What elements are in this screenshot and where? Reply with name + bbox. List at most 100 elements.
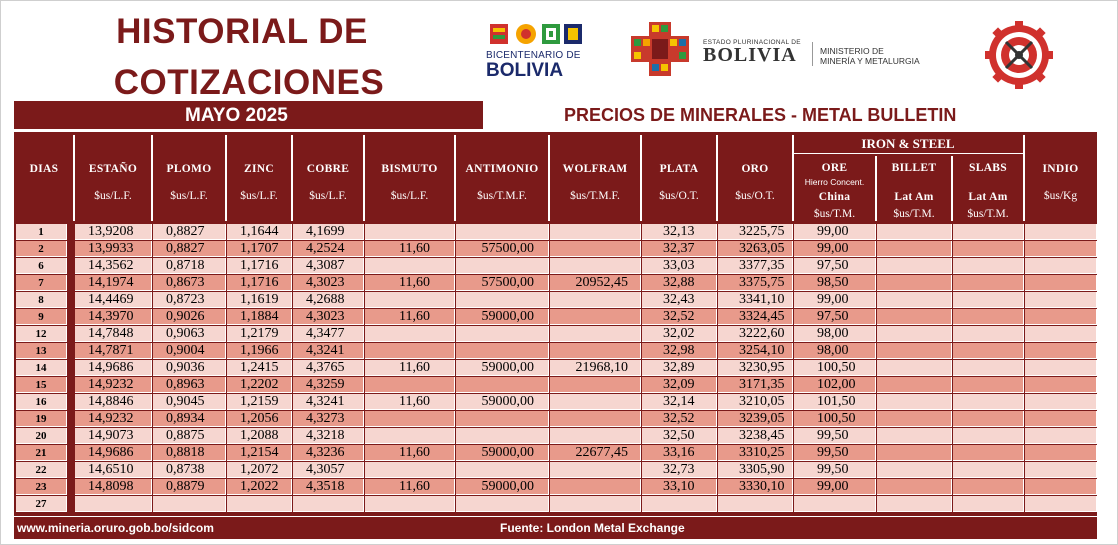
column-region: Lat Am (894, 191, 934, 203)
price-cell: 1,1884 (227, 309, 292, 325)
price-cell (550, 428, 641, 444)
price-cell: 59000,00 (456, 445, 549, 461)
price-cell: 1,1644 (227, 224, 292, 240)
price-cell: 33,16 (642, 445, 717, 461)
price-cell: 11,60 (365, 445, 455, 461)
footer-bar: www.mineria.oruro.gob.bo/sidcom Fuente: … (14, 517, 1097, 539)
price-cell (953, 411, 1024, 427)
bicentenario-bolivia-text: BOLIVIA (486, 60, 564, 81)
price-cell: 14,7848 (75, 326, 152, 342)
price-cell: 32,43 (642, 292, 717, 308)
price-cell (365, 462, 455, 478)
price-cell (456, 411, 549, 427)
price-cell (550, 479, 641, 495)
day-cell: 22 (16, 462, 67, 478)
price-cell: 1,2072 (227, 462, 292, 478)
price-cell: 3310,25 (718, 445, 793, 461)
price-cell: 0,8875 (153, 428, 226, 444)
price-cell: 3330,10 (718, 479, 793, 495)
price-cell: 98,00 (794, 326, 876, 342)
price-cell: 14,9232 (75, 411, 152, 427)
price-cell: 0,9004 (153, 343, 226, 359)
price-cell (550, 377, 641, 393)
price-cell (550, 496, 641, 512)
price-cell: 32,52 (642, 309, 717, 325)
price-cell: 3238,45 (718, 428, 793, 444)
column-header-estaño: ESTAÑO (88, 163, 138, 175)
table-row: 27 (14, 496, 1097, 513)
column-subheader: Hierro Concent. (804, 177, 865, 187)
price-cell: 100,50 (794, 360, 876, 376)
price-cell (456, 343, 549, 359)
price-cell: 0,8723 (153, 292, 226, 308)
price-cell (1025, 275, 1097, 291)
price-cell: 14,7871 (75, 343, 152, 359)
column-header-slabs: SLABS (969, 162, 1007, 174)
day-cell: 16 (16, 394, 67, 410)
month-label: MAYO 2025 (185, 105, 288, 126)
price-cell: 3375,75 (718, 275, 793, 291)
table-row: 20 14,9073 0,8875 1,2088 4,3218 32,50 3238,45 9… (14, 428, 1097, 445)
price-cell: 4,3087 (293, 258, 364, 274)
column-unit: $us/T.M.F. (570, 190, 620, 202)
table-row: 7 14,1974 0,8673 1,1716 4,3023 11,60 57500,00 2… (14, 275, 1097, 292)
price-cell: 22677,45 (550, 445, 641, 461)
table-row: 13 14,7871 0,9004 1,1966 4,3241 32,98 3254,10 9… (14, 343, 1097, 360)
price-cell: 4,3023 (293, 309, 364, 325)
table-row: 1 13,9208 0,8827 1,1644 4,1699 32,13 3225,75 99… (14, 224, 1097, 241)
price-cell (877, 360, 952, 376)
price-cell (794, 496, 876, 512)
price-cell (877, 241, 952, 257)
price-cell (877, 309, 952, 325)
day-cell: 12 (16, 326, 67, 342)
price-cell (877, 496, 952, 512)
price-cell: 4,2688 (293, 292, 364, 308)
price-cell: 1,2159 (227, 394, 292, 410)
price-cell: 3222,60 (718, 326, 793, 342)
price-cell (877, 411, 952, 427)
day-cell: 2 (16, 241, 67, 257)
price-cell (153, 496, 226, 512)
price-cell: 0,8827 (153, 224, 226, 240)
price-cell: 4,3023 (293, 275, 364, 291)
price-cell (953, 292, 1024, 308)
price-cell: 3377,35 (718, 258, 793, 274)
table-row: 14 14,9686 0,9036 1,2415 4,3765 11,60 59000,00… (14, 360, 1097, 377)
price-cell (877, 462, 952, 478)
table-row: 19 14,9232 0,8934 1,2056 4,3273 32,52 3239,05 1… (14, 411, 1097, 428)
price-cell (365, 258, 455, 274)
price-cell: 14,9686 (75, 445, 152, 461)
header-divider (225, 135, 227, 221)
day-cell: 7 (16, 275, 67, 291)
bicentenario-text: BICENTENARIO DE (486, 50, 581, 61)
column-header-billet: BILLET (891, 162, 937, 174)
price-cell: 1,2415 (227, 360, 292, 376)
price-cell (953, 343, 1024, 359)
price-cell: 4,3057 (293, 462, 364, 478)
price-cell: 32,52 (642, 411, 717, 427)
price-cell (365, 428, 455, 444)
price-cell (1025, 377, 1097, 393)
price-cell: 3210,05 (718, 394, 793, 410)
price-cell (365, 411, 455, 427)
price-cell: 0,8718 (153, 258, 226, 274)
price-cell (953, 224, 1024, 240)
price-cell (1025, 411, 1097, 427)
price-cell: 3324,45 (718, 309, 793, 325)
ministry-logo: ESTADO PLURINACIONAL DE BOLIVIA MINISTER… (625, 22, 945, 78)
price-cell: 33,03 (642, 258, 717, 274)
price-cell: 97,50 (794, 258, 876, 274)
footer-url: www.mineria.oruro.gob.bo/sidcom (17, 521, 214, 535)
price-cell (456, 462, 549, 478)
price-cell: 0,8963 (153, 377, 226, 393)
column-header-oro: ORO (741, 163, 769, 175)
price-cell: 59000,00 (456, 394, 549, 410)
price-cell (877, 326, 952, 342)
price-cell: 1,2154 (227, 445, 292, 461)
price-cell (456, 377, 549, 393)
price-cell: 4,3236 (293, 445, 364, 461)
price-cell: 11,60 (365, 275, 455, 291)
price-cell (456, 496, 549, 512)
price-cell (550, 309, 641, 325)
price-cell: 1,2056 (227, 411, 292, 427)
